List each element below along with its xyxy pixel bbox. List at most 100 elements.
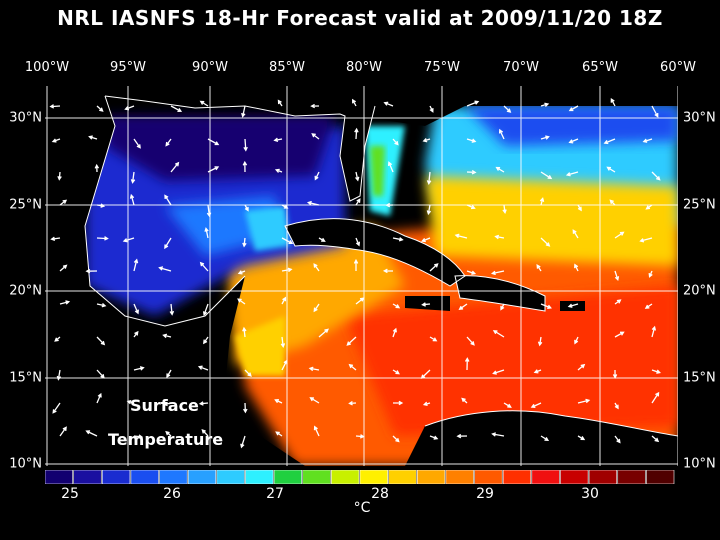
colorbar-swatch: [588, 470, 618, 484]
current-vector-arrow: [490, 270, 505, 276]
current-vector-arrow: [243, 402, 248, 414]
lon-label-75w: 75°W: [424, 60, 460, 75]
coast-hispaniola: [454, 275, 546, 312]
current-vector-arrow: [426, 204, 432, 216]
current-vector-arrow: [240, 435, 246, 449]
current-vector-arrow: [203, 336, 209, 345]
current-vector-arrow: [52, 402, 61, 414]
current-vector-arrow: [355, 198, 361, 206]
current-vector-arrow: [533, 369, 542, 374]
colorbar-tick-26: 26: [163, 486, 181, 502]
current-vector-arrow: [51, 138, 61, 143]
current-vector-arrow: [133, 258, 139, 272]
current-vector-arrow: [461, 397, 468, 404]
overlay-label-temperature: Temperature: [108, 430, 224, 449]
atlantic-mid-region: [425, 176, 678, 266]
colorbar-swatch: [130, 470, 159, 484]
current-vector-arrow: [644, 303, 653, 309]
colorbar-swatch: [531, 470, 560, 484]
current-vector-arrow: [130, 171, 136, 184]
lat-label-10n-right: 10°N: [683, 456, 716, 472]
current-vector-arrow: [96, 303, 107, 308]
current-vector-arrow: [610, 98, 616, 107]
gulf-deep-region: [105, 116, 335, 181]
colorbar-tick-28: 28: [371, 486, 389, 502]
current-vector-arrow: [126, 399, 135, 405]
current-vector-arrow: [306, 200, 320, 206]
lon-label-65w: 65°W: [582, 60, 618, 75]
current-vector-arrow: [568, 105, 579, 112]
current-vector-arrow: [577, 398, 591, 404]
current-vector-arrow: [281, 237, 294, 244]
coastlines: [84, 95, 678, 437]
current-vector-arrow: [281, 267, 293, 273]
colorbar-swatch: [560, 470, 589, 484]
current-vector-arrow: [94, 163, 100, 173]
caribbean-hot-region: [345, 286, 678, 436]
current-vector-arrow: [567, 303, 579, 308]
current-vector-arrow: [392, 327, 397, 338]
colorbar-tick-29: 29: [476, 486, 494, 502]
current-vector-arrow: [540, 237, 551, 247]
current-vector-arrow: [426, 171, 432, 186]
overlay-label-surface: Surface: [130, 396, 199, 415]
current-vector-arrow: [536, 264, 542, 272]
coast-south-america: [424, 410, 678, 437]
current-vector-arrow: [503, 402, 512, 408]
current-vector-arrow: [204, 227, 209, 239]
lon-label-95w: 95°W: [110, 60, 146, 75]
current-vector-arrow: [577, 435, 586, 441]
current-vector-arrow: [96, 336, 106, 346]
current-vector-arrow: [133, 138, 141, 149]
current-vector-arrow: [392, 138, 399, 146]
current-vector-arrow: [651, 391, 660, 404]
land-masses: [45, 86, 678, 466]
current-vector-arrow: [133, 330, 139, 338]
current-vector-arrow: [466, 100, 480, 107]
current-vector-arrow: [129, 193, 135, 206]
current-vector-arrow: [429, 105, 434, 113]
current-vector-arrow: [198, 401, 209, 406]
current-vector-arrow: [392, 303, 401, 309]
current-vector-arrow: [162, 333, 172, 339]
current-vector-arrow: [456, 433, 468, 439]
current-vector-arrow: [158, 266, 172, 272]
current-vector-arrow: [540, 102, 550, 107]
current-vector-arrow: [648, 270, 653, 278]
current-vector-arrow: [207, 138, 220, 146]
current-vector-arrow: [495, 166, 505, 173]
colorbar-swatch: [502, 470, 532, 484]
current-vector-arrow: [574, 263, 579, 272]
current-vector-arrow: [164, 194, 172, 206]
current-vector-arrow: [49, 104, 61, 109]
current-vector-arrow: [355, 297, 365, 305]
sst-map: [45, 86, 678, 466]
current-vector-arrow: [54, 336, 61, 342]
current-vector-arrow: [165, 138, 172, 147]
lat-label-25n-left: 25°N: [9, 197, 42, 213]
current-vector-arrow: [309, 397, 320, 404]
current-vector-arrow: [164, 237, 172, 250]
current-vector-arrow: [614, 270, 620, 281]
current-vector-arrow: [310, 103, 320, 109]
current-vector-arrow: [392, 435, 400, 443]
lat-lon-grid: [45, 86, 678, 466]
current-vector-arrow: [237, 270, 246, 275]
current-vector-arrow: [537, 336, 543, 347]
colorbar-tick-25: 25: [61, 486, 79, 502]
current-vector-arrow: [170, 161, 180, 173]
current-vector-arrow: [162, 401, 172, 407]
current-vector-arrow: [464, 357, 470, 371]
current-vector-arrow: [614, 435, 621, 444]
current-vector-arrow: [422, 138, 431, 143]
current-vector-arrow: [540, 135, 550, 140]
current-vector-arrow: [207, 166, 220, 173]
current-vector-arrow: [651, 435, 660, 443]
current-vector-arrow: [96, 369, 105, 379]
colorbar-swatch: [187, 470, 217, 484]
lon-label-60w: 60°W: [660, 60, 696, 75]
map-title: NRL IASNFS 18-Hr Forecast valid at 2009/…: [57, 6, 663, 30]
current-vector-arrow: [354, 127, 359, 140]
colorbar-swatch: [474, 470, 503, 484]
current-vector-arrow: [492, 369, 505, 375]
